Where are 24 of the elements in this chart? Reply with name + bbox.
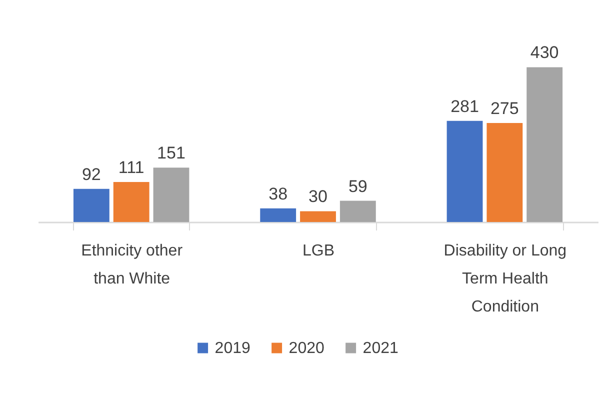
data-label: 59 (348, 176, 368, 196)
data-label: 111 (118, 158, 144, 178)
data-label: 30 (308, 187, 328, 206)
bar (446, 120, 483, 222)
bar (486, 123, 523, 222)
data-label: 92 (82, 164, 101, 184)
x-tick-label: Ethnicity other than White (81, 242, 184, 288)
bar (153, 168, 190, 222)
bar (526, 67, 563, 222)
legend-label: 2020 (288, 340, 324, 357)
bar (340, 200, 376, 222)
bar (73, 188, 110, 222)
bar (113, 182, 150, 222)
x-tick-label: Disability or Long Term Health Condition (444, 242, 567, 316)
data-label: 38 (268, 184, 288, 204)
x-tick-label: LGB (302, 242, 335, 260)
data-label: 275 (490, 99, 519, 118)
data-label: 430 (530, 43, 559, 62)
bar (300, 211, 336, 222)
legend-label: 2019 (214, 340, 250, 357)
data-label: 281 (450, 96, 479, 116)
data-label: 151 (157, 144, 186, 163)
bar (260, 208, 296, 222)
legend-label: 2021 (362, 340, 398, 357)
